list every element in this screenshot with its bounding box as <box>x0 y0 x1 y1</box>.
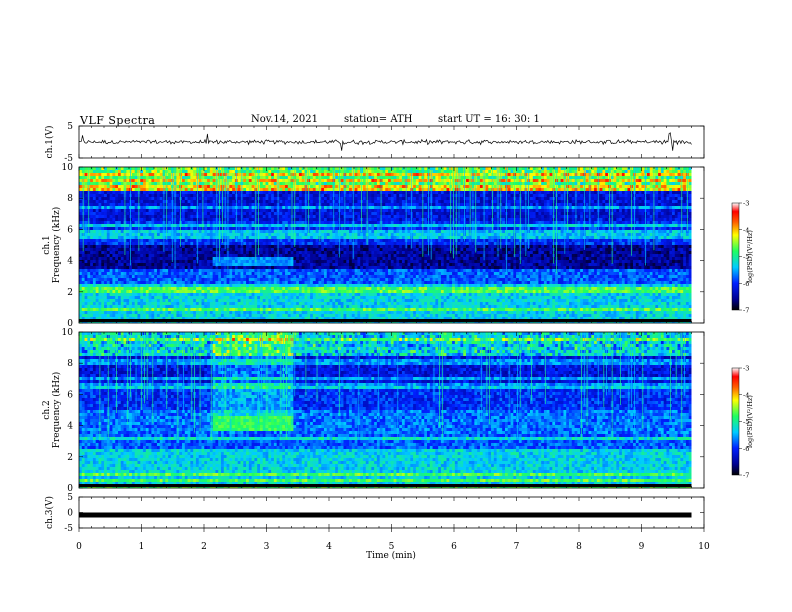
y-axis-label-frequency: Frequency (kHz) <box>51 207 62 284</box>
colorbar-tick-label: -7 <box>743 472 749 480</box>
colorbar-tick-label: -6 <box>743 445 749 453</box>
x-tick-label: 10 <box>698 542 710 552</box>
colorbar-label: log(PSD)(V²/Hz) <box>746 395 754 448</box>
y-tick-label: 2 <box>67 453 73 463</box>
y-tick-label: 4 <box>67 257 73 267</box>
colorbar-tick-label: -5 <box>743 253 749 261</box>
x-axis-label: Time (min) <box>366 550 416 561</box>
colorbar-ch.2 <box>731 367 740 476</box>
date-label: Nov.14, 2021 <box>251 114 318 125</box>
colorbar-tick-label: -3 <box>743 365 749 373</box>
y-tick-label: 8 <box>67 359 73 369</box>
colorbar-tick-label: -7 <box>743 307 749 315</box>
spectrogram-ch.2 <box>79 332 704 489</box>
y-tick-label: 0 <box>67 509 73 519</box>
x-tick-label: 1 <box>139 542 145 552</box>
x-tick-label: 3 <box>264 542 270 552</box>
y-tick-label: 10 <box>62 163 74 173</box>
colorbar-tick-label: -6 <box>743 280 749 288</box>
colorbar-tick-label: -3 <box>743 200 749 208</box>
x-tick-label: 8 <box>576 542 582 552</box>
figure-title: VLF Spectra <box>80 114 155 127</box>
x-tick-label: 0 <box>76 542 82 552</box>
y-axis-label-ch.1: ch.1 <box>42 235 52 254</box>
x-tick-label: 9 <box>639 542 645 552</box>
colorbar-tick-label: -5 <box>743 418 749 426</box>
station-label: station= ATH <box>344 114 412 125</box>
y-axis-label-ch.1(V): ch.1(V) <box>44 126 55 159</box>
panel-frame-0 <box>78 125 705 159</box>
y-tick-label: 0 <box>67 484 73 494</box>
y-tick-label: 0 <box>67 319 73 329</box>
y-tick-label: 5 <box>67 493 73 503</box>
y-tick-label: 10 <box>62 328 74 338</box>
y-tick-label: 5 <box>67 122 73 132</box>
y-tick-label: 6 <box>67 390 73 400</box>
y-axis-label-ch.3(V): ch.3(V) <box>44 496 55 529</box>
y-tick-label: 6 <box>67 225 73 235</box>
x-tick-label: 7 <box>514 542 520 552</box>
y-axis-label-ch.2: ch.2 <box>42 400 52 419</box>
y-axis-label-frequency: Frequency (kHz) <box>51 372 62 449</box>
y-tick-label: 2 <box>67 288 73 298</box>
y-tick-label: -5 <box>64 154 73 164</box>
start-time-label: start UT = 16: 30: 1 <box>438 114 540 125</box>
colorbar-tick-label: -4 <box>743 226 749 234</box>
signal-trace-ch.1(V) <box>78 132 692 151</box>
colorbar-tick-label: -4 <box>743 391 749 399</box>
x-tick-label: 2 <box>201 542 207 552</box>
y-tick-label: -5 <box>64 524 73 534</box>
spectrogram-ch.1 <box>79 167 704 324</box>
y-tick-label: 4 <box>67 422 73 432</box>
x-tick-label: 6 <box>451 542 457 552</box>
colorbar-ch.1 <box>731 202 740 311</box>
y-tick-label: 8 <box>67 194 73 204</box>
x-tick-label: 5 <box>389 542 395 552</box>
colorbar-label: log(PSD)(V²/Hz) <box>746 230 754 283</box>
x-tick-label: 4 <box>326 542 332 552</box>
